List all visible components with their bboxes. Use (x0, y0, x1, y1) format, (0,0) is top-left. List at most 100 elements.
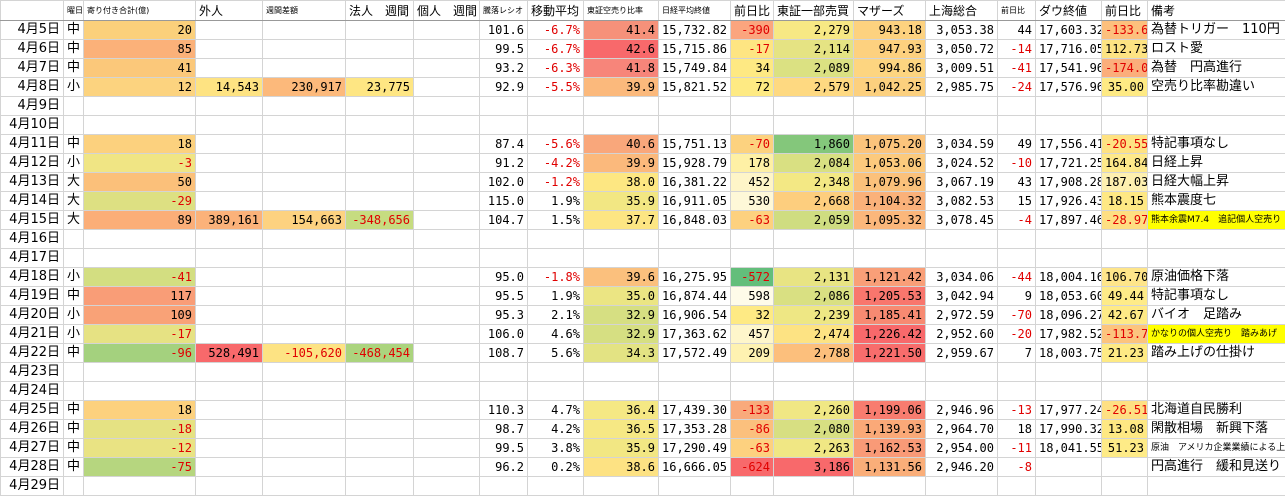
cell-shchg[interactable]: -44 (998, 268, 1036, 287)
cell-date[interactable]: 4月24日 (1, 382, 64, 401)
cell-nchg[interactable]: -86 (731, 420, 774, 439)
cell-date[interactable]: 4月25日 (1, 401, 64, 420)
cell-tse[interactable]: 2,086 (774, 287, 854, 306)
cell-sh[interactable]: 2,972.59 (926, 306, 998, 325)
cell-indiv[interactable] (414, 477, 480, 496)
cell-nikkei[interactable]: 15,732.82 (659, 21, 731, 40)
cell-mothers[interactable] (854, 230, 926, 249)
cell-nikkei[interactable]: 16,275.95 (659, 268, 731, 287)
cell-nchg[interactable] (731, 249, 774, 268)
cell-tse[interactable]: 2,239 (774, 306, 854, 325)
cell-dchg[interactable]: 164.84 (1102, 154, 1148, 173)
cell-indiv[interactable] (414, 97, 480, 116)
cell-mothers[interactable]: 1,205.53 (854, 287, 926, 306)
cell-size[interactable]: 小 (64, 78, 84, 97)
cell-size[interactable]: 中 (64, 287, 84, 306)
cell-short[interactable]: 38.0 (584, 173, 659, 192)
cell-nikkei[interactable] (659, 363, 731, 382)
cell-short[interactable] (584, 363, 659, 382)
cell-ma[interactable]: 4.7% (528, 401, 584, 420)
cell-sh[interactable]: 3,050.72 (926, 40, 998, 59)
cell-ma[interactable]: -6.7% (528, 40, 584, 59)
cell-foreign[interactable] (196, 249, 263, 268)
cell-date[interactable]: 4月8日 (1, 78, 64, 97)
cell-sh[interactable]: 2,959.67 (926, 344, 998, 363)
column-header[interactable]: 外人 (196, 1, 263, 21)
cell-nikkei[interactable]: 17,353.28 (659, 420, 731, 439)
column-header[interactable]: 東証一部売買 (774, 1, 854, 21)
cell-date[interactable]: 4月21日 (1, 325, 64, 344)
cell-shchg[interactable]: -11 (998, 439, 1036, 458)
cell-ma[interactable] (528, 116, 584, 135)
cell-date[interactable]: 4月20日 (1, 306, 64, 325)
cell-sh[interactable] (926, 363, 998, 382)
cell-date[interactable]: 4月27日 (1, 439, 64, 458)
cell-note[interactable]: 為替トリガー 110円 (1148, 21, 1285, 40)
cell-dchg[interactable] (1102, 477, 1148, 496)
cell-shchg[interactable] (998, 477, 1036, 496)
cell-ma[interactable] (528, 382, 584, 401)
cell-note[interactable]: 原油価格下落 (1148, 268, 1285, 287)
cell-dow[interactable] (1036, 458, 1102, 477)
cell-foreign[interactable] (196, 477, 263, 496)
cell-dow[interactable] (1036, 230, 1102, 249)
cell-nchg[interactable]: 530 (731, 192, 774, 211)
cell-date[interactable]: 4月14日 (1, 192, 64, 211)
cell-note[interactable]: 踏み上げの仕掛け (1148, 344, 1285, 363)
cell-sh[interactable]: 3,042.94 (926, 287, 998, 306)
cell-size[interactable]: 小 (64, 268, 84, 287)
cell-date[interactable]: 4月9日 (1, 97, 64, 116)
cell-ratio[interactable]: 87.4 (480, 135, 528, 154)
cell-date[interactable]: 4月5日 (1, 21, 64, 40)
cell-ratio[interactable]: 92.9 (480, 78, 528, 97)
cell-shchg[interactable] (998, 97, 1036, 116)
cell-sh[interactable]: 3,078.45 (926, 211, 998, 230)
cell-shchg[interactable]: 43 (998, 173, 1036, 192)
column-header[interactable]: 寄り付き合計(億) (84, 1, 196, 21)
cell-sum[interactable]: 50 (84, 173, 196, 192)
cell-nikkei[interactable]: 17,363.62 (659, 325, 731, 344)
cell-corp[interactable] (346, 154, 414, 173)
cell-sum[interactable]: 12 (84, 78, 196, 97)
cell-foreign[interactable] (196, 363, 263, 382)
cell-tse[interactable] (774, 477, 854, 496)
cell-sh[interactable]: 3,009.51 (926, 59, 998, 78)
cell-sh[interactable]: 3,053.38 (926, 21, 998, 40)
cell-foreign[interactable] (196, 173, 263, 192)
cell-tse[interactable]: 2,131 (774, 268, 854, 287)
cell-corp[interactable] (346, 116, 414, 135)
cell-sum[interactable]: -75 (84, 458, 196, 477)
cell-foreign[interactable] (196, 458, 263, 477)
cell-short[interactable]: 40.6 (584, 135, 659, 154)
cell-sum[interactable]: -96 (84, 344, 196, 363)
column-header[interactable]: 騰落レシオ (480, 1, 528, 21)
cell-weekly[interactable] (263, 173, 346, 192)
cell-note[interactable]: 閑散相場 新興下落 (1148, 420, 1285, 439)
cell-mothers[interactable]: 1,162.53 (854, 439, 926, 458)
cell-note[interactable]: 熊本震度七 (1148, 192, 1285, 211)
cell-dow[interactable]: 17,576.96 (1036, 78, 1102, 97)
cell-nchg[interactable] (731, 382, 774, 401)
cell-nchg[interactable] (731, 363, 774, 382)
cell-note[interactable]: バイオ 足踏み (1148, 306, 1285, 325)
cell-ma[interactable] (528, 363, 584, 382)
cell-date[interactable]: 4月29日 (1, 477, 64, 496)
cell-ma[interactable]: 2.1% (528, 306, 584, 325)
cell-corp[interactable] (346, 306, 414, 325)
cell-dow[interactable]: 17,926.43 (1036, 192, 1102, 211)
column-header[interactable]: 前日比 (731, 1, 774, 21)
cell-weekly[interactable] (263, 116, 346, 135)
cell-nikkei[interactable]: 17,439.30 (659, 401, 731, 420)
cell-dow[interactable]: 17,908.28 (1036, 173, 1102, 192)
cell-note[interactable]: かなりの個人空売り 踏みあげ (1148, 325, 1285, 344)
cell-ma[interactable]: -6.7% (528, 21, 584, 40)
cell-dchg[interactable] (1102, 97, 1148, 116)
cell-sh[interactable] (926, 230, 998, 249)
cell-ratio[interactable]: 91.2 (480, 154, 528, 173)
cell-ratio[interactable]: 108.7 (480, 344, 528, 363)
cell-corp[interactable] (346, 192, 414, 211)
cell-indiv[interactable] (414, 116, 480, 135)
cell-ratio[interactable] (480, 97, 528, 116)
cell-indiv[interactable] (414, 363, 480, 382)
cell-sum[interactable]: 117 (84, 287, 196, 306)
